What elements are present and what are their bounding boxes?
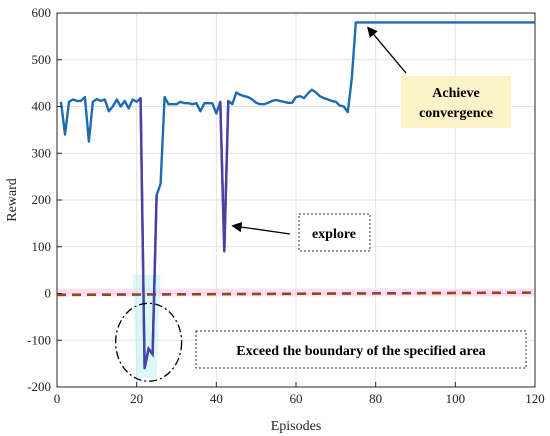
y-tick-label: 400 — [32, 99, 52, 114]
convergence-label: Achieve — [432, 86, 479, 101]
explore-box — [298, 213, 371, 252]
boundary-exceed-box — [195, 330, 527, 369]
dip-segment — [219, 100, 230, 252]
x-tick-label: 40 — [210, 391, 223, 406]
y-tick-label: -100 — [27, 332, 51, 347]
convergence-arrow — [367, 26, 407, 74]
y-tick-label: 300 — [32, 145, 52, 160]
boundary-highlight — [58, 288, 534, 297]
series-layer — [56, 21, 536, 370]
dip-segment — [139, 98, 158, 369]
boundary-exceed-ellipse — [114, 302, 183, 382]
y-tick-label: 0 — [45, 286, 52, 301]
x-tick-label: 80 — [369, 391, 382, 406]
y-tick-label: 200 — [32, 192, 52, 207]
annotations: Achieve convergence explore Exceed the boun… — [114, 26, 527, 382]
convergence-label: convergence — [419, 106, 493, 121]
boundary-exceed-label: Exceed the boundary of the specified are… — [236, 344, 485, 359]
axis-ticks: 0 20 40 60 80 100 120 -200 -100 0 100 200 300 400 500 6… — [27, 5, 545, 406]
boundary-dashed-line — [56, 291, 536, 297]
x-tick-label: 60 — [290, 391, 303, 406]
y-axis-label: Reward — [5, 178, 20, 222]
convergence-box — [401, 76, 511, 128]
x-tick-label: 100 — [446, 391, 466, 406]
x-tick-label: 0 — [54, 391, 61, 406]
y-tick-label: 600 — [32, 5, 52, 20]
x-axis-label: Episodes — [271, 419, 322, 434]
x-tick-label: 20 — [130, 391, 143, 406]
explore-arrow — [231, 221, 291, 235]
y-tick-label: -200 — [27, 379, 51, 394]
y-tick-label: 100 — [32, 239, 52, 254]
x-tick-label: 120 — [525, 391, 545, 406]
explore-label: explore — [312, 227, 356, 242]
y-tick-label: 500 — [32, 52, 52, 67]
reward-series-line — [59, 21, 535, 370]
